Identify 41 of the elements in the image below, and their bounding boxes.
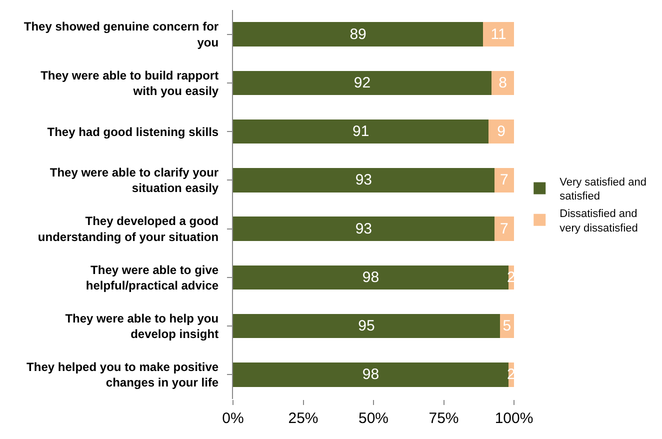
x-tick-label: 25% xyxy=(288,410,318,427)
data-label: 93 xyxy=(355,220,372,238)
bar xyxy=(494,216,514,241)
bar xyxy=(233,362,508,387)
data-label: 9 xyxy=(497,123,506,140)
data-label: 11 xyxy=(490,26,506,43)
bar xyxy=(494,168,514,192)
y-tick-label: They had good listening skills xyxy=(47,124,219,139)
data-label: 89 xyxy=(350,26,366,43)
y-tick-label: They helped you to make positive changes in your life xyxy=(26,360,219,390)
bar xyxy=(233,119,489,144)
data-label: 98 xyxy=(362,268,380,286)
x-tick-label: 0% xyxy=(222,410,244,427)
data-label: 92 xyxy=(354,74,371,92)
y-tick-label: They showed genuine concern for you xyxy=(24,20,219,50)
data-label: 93 xyxy=(355,172,372,189)
y-tick-label: They were able to build rapport with you easily xyxy=(40,68,219,98)
bar xyxy=(233,168,494,192)
bar xyxy=(233,265,508,290)
bar xyxy=(233,216,494,241)
data-label: 95 xyxy=(358,318,375,335)
bar xyxy=(233,314,500,338)
legend-label: Dissatisfied and very dissatisfied xyxy=(560,208,638,234)
data-label: 98 xyxy=(362,366,380,384)
x-tick-label: 75% xyxy=(428,410,459,427)
y-tick-label: They were able to give helpful/practical advice xyxy=(86,262,219,292)
y-tick-label: They developed a good understanding of your situation xyxy=(38,214,219,244)
legend-label: Very satisfied and satisfied xyxy=(560,176,646,203)
y-tick-label: They were able to help you develop insight xyxy=(65,311,219,342)
bar xyxy=(233,22,484,46)
data-label: 7 xyxy=(500,220,508,238)
x-tick-label: 50% xyxy=(358,410,389,427)
x-tick-label: 100% xyxy=(494,410,534,427)
bar xyxy=(488,119,514,144)
data-label: 8 xyxy=(498,74,507,92)
data-label: 7 xyxy=(500,172,508,189)
data-label: 91 xyxy=(352,123,370,140)
bar xyxy=(483,22,514,46)
y-tick-label: They were able to clarify your situation easily xyxy=(50,166,219,196)
data-label: 5 xyxy=(502,318,512,335)
bar xyxy=(233,70,492,96)
